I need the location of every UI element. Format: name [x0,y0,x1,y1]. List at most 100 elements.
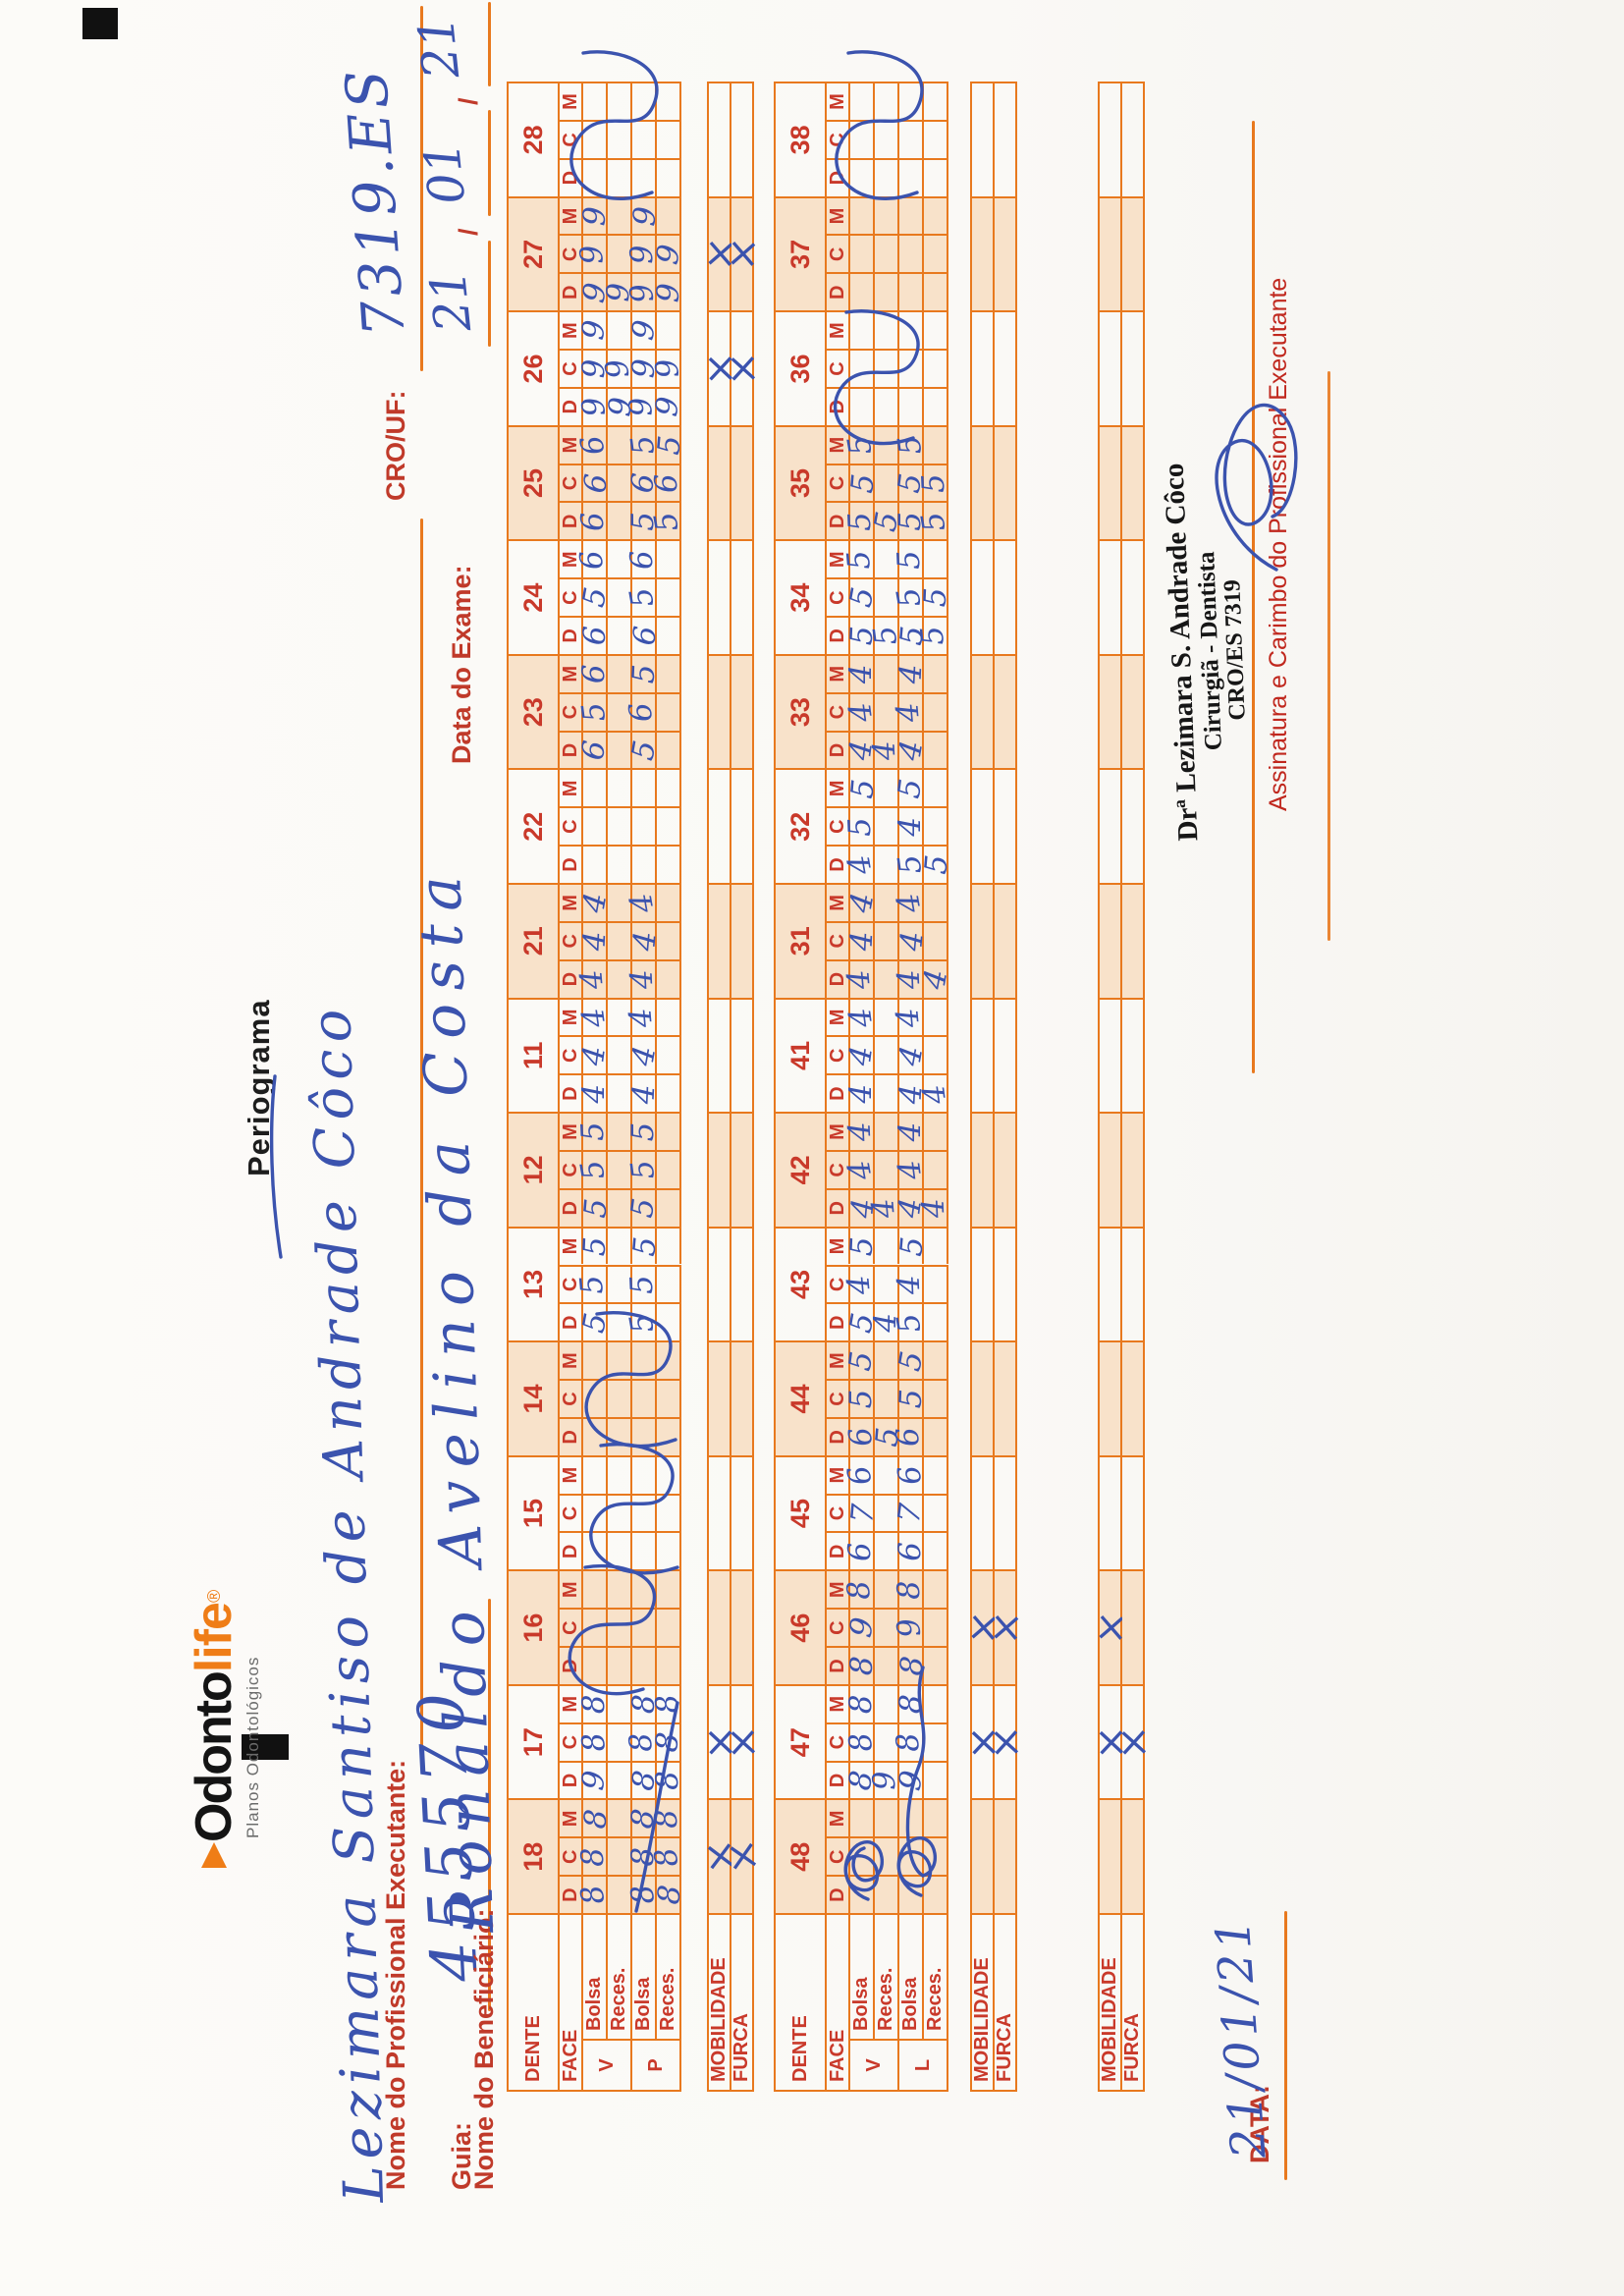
data-cell-18: 8 [574,1875,612,1913]
face-letter-cell: D [560,845,583,883]
data-cell-28 [657,119,681,158]
data-cell-48 [924,1836,948,1876]
handwritten-value: 9 [890,1615,929,1641]
tooth-number-38: 38 [776,82,827,196]
data-cell-33: 4 [842,691,880,731]
face-letter-cell: C [827,119,850,158]
data-cell-25: 6 [574,424,612,464]
exame-day-handwriting: 21 [418,266,483,335]
mobilidade-cell-25 [709,424,731,540]
handwritten-value: 9 [573,243,611,266]
face-letter-cell: M [827,195,850,235]
data-cell-16 [632,1608,657,1647]
handwritten-value: 8 [574,1730,614,1755]
data-cell-36 [924,310,948,350]
handwritten-value: 8 [576,1694,612,1715]
handwritten-value: 8 [843,1694,879,1715]
data-cell-16 [657,1608,681,1647]
data-cell-38 [924,157,948,196]
data-cell-24 [657,577,681,616]
data-cell-16 [608,1646,632,1684]
handwritten-value: 6 [841,1541,879,1562]
furca-cell-35 [995,424,1017,540]
logo-triangle-icon [201,1842,227,1868]
row-label-dente: DENTE [509,1913,560,2090]
data-cell-24: 6 [573,539,611,578]
mobilidade-cell-35 [972,424,995,540]
tooth-number-23: 23 [509,653,560,769]
data-cell-15 [657,1531,681,1570]
data-cell-37 [875,195,899,235]
data-cell-22 [632,845,657,883]
dentist-stamp: Drª Lezimara S. Andrade Côco Cirurgiã - … [1158,419,1258,884]
mobilidade-cell-36 [1100,310,1122,425]
tooth-number-25: 25 [509,424,560,540]
handwritten-value: 6 [574,738,614,763]
handwritten-value: 8 [648,1692,687,1717]
data-cell-23 [657,691,681,731]
handwritten-value: 5 [914,509,953,534]
tooth-number-17: 17 [509,1683,560,1799]
handwritten-value: 8 [648,1808,685,1830]
data-cell-15 [608,1493,632,1532]
mobilidade-cell-12 [709,1112,731,1227]
mobilidade-cell-32 [1100,768,1122,883]
data-cell-15 [657,1454,681,1494]
data-cell-36 [899,310,924,350]
furca-cell-32 [1122,768,1145,883]
handwritten-value: 4 [840,851,880,878]
data-cell-34: 5 [843,577,881,616]
data-cell-14 [632,1416,657,1455]
furca-cell-34 [1122,539,1145,654]
face-letter-cell: C [827,349,850,387]
data-cell-28 [608,157,632,196]
row-label-face: FACE [827,1913,850,2090]
data-cell-42 [924,1112,948,1150]
tooth-number-46: 46 [776,1569,827,1684]
handwritten-value: 8 [651,1884,688,1907]
data-cell-18: 8 [648,1836,685,1876]
mobilidade-cell-15 [709,1454,731,1570]
data-cell-26: 9 [649,349,686,387]
handwritten-value: 4 [915,1081,954,1106]
tooth-number-48: 48 [776,1798,827,1913]
data-cell-11: 4 [625,1035,663,1074]
tooth-number-24: 24 [509,539,560,654]
data-cell-28 [632,119,657,158]
handwritten-value: 8 [890,1730,927,1754]
furca-x-mark: × [716,1723,767,1762]
mobilidade-cell-23 [709,653,731,769]
handwritten-value: 4 [623,968,661,990]
data-cell-44: 5 [893,1340,930,1380]
handwritten-value: 6 [648,472,685,494]
handwritten-value: 9 [650,282,687,303]
data-cell-22 [608,806,632,846]
tooth-number-45: 45 [776,1454,827,1570]
face-letter-cell: D [560,157,583,196]
handwritten-value: 6 [840,1462,880,1489]
handwritten-value: 5 [843,1389,879,1409]
furca-cell-44 [1122,1340,1145,1455]
handwritten-value: 8 [843,1655,881,1677]
mobilidade-cell-48 [1100,1798,1122,1913]
handwritten-value: 4 [840,1157,880,1183]
data-cell-41: 4 [842,1035,880,1074]
data-cell-44 [924,1416,948,1455]
data-cell-14 [632,1379,657,1417]
handwritten-value: 5 [573,1157,613,1183]
row-label-bolsa: Bolsa [899,1913,924,2039]
mobilidade-cell-31 [1100,882,1122,998]
data-cell-33: 4 [893,730,930,769]
face-letter-cell: D [827,386,850,425]
exame-slash-2: / [454,97,483,105]
data-cell-22 [583,768,608,807]
data-cell-32: 5 [918,845,955,883]
data-cell-42: 4 [841,1149,879,1188]
furca-cell-43 [1122,1226,1145,1341]
data-cell-23: 6 [623,691,660,731]
data-cell-14 [608,1416,632,1455]
data-cell-32 [924,806,948,846]
handwritten-value: 4 [891,1158,930,1182]
logo-reg-mark: ® [203,1589,224,1604]
data-cell-25: 6 [575,501,611,540]
